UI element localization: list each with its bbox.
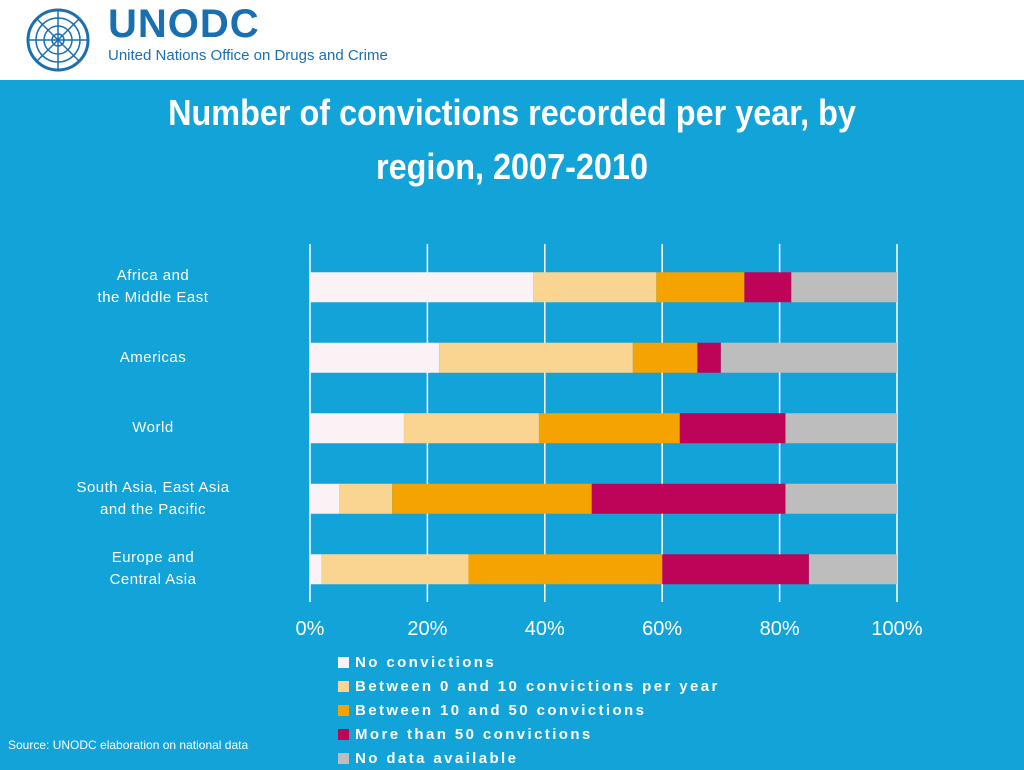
category-label: South Asia, East Asia and the Pacific <box>8 477 298 521</box>
legend-item: No convictions <box>338 650 720 674</box>
category-label: World <box>8 417 298 439</box>
category-label-line: Central Asia <box>109 571 197 589</box>
legend: No convictions Between 0 and 10 convictio… <box>338 650 720 770</box>
bar-segment <box>310 483 340 514</box>
bar-segment <box>468 554 663 585</box>
bar-segment <box>310 342 440 373</box>
x-tick-label: 60% <box>642 618 682 640</box>
legend-label: No data available <box>355 749 519 767</box>
source-note: Source: UNODC elaboration on national da… <box>8 738 249 752</box>
bar-segment <box>785 413 897 444</box>
bar-segment <box>339 483 393 514</box>
chart-title-line2: region, 2007-2010 <box>376 146 648 187</box>
legend-swatch <box>338 656 349 668</box>
category-label: Africa and the Middle East <box>8 265 298 309</box>
bar-segment <box>785 483 897 514</box>
x-tick-label: 80% <box>760 618 800 640</box>
header-bar: UNODC United Nations Office on Drugs and… <box>0 0 1024 80</box>
category-label-line: and the Pacific <box>100 500 206 518</box>
legend-item: Between 0 and 10 convictions per year <box>338 674 720 698</box>
bar-segment <box>533 272 657 303</box>
category-label: Europe and Central Asia <box>8 547 298 591</box>
bar-segment <box>310 554 322 585</box>
legend-label: No convictions <box>355 653 497 671</box>
bar-segment <box>791 272 897 303</box>
bar-segment <box>392 483 592 514</box>
category-label: Americas <box>8 347 298 369</box>
chart-title: Number of convictions recorded per year,… <box>152 86 872 194</box>
bar-segment <box>679 413 786 444</box>
x-tick-label: 40% <box>525 618 565 640</box>
legend-label: Between 0 and 10 convictions per year <box>355 677 720 695</box>
un-emblem-icon <box>26 8 90 72</box>
chart-title-line1: Number of convictions recorded per year,… <box>168 92 856 133</box>
category-label-line: Americas <box>119 348 187 366</box>
legend-swatch <box>338 704 349 716</box>
category-label-line: the Middle East <box>97 289 209 307</box>
bar-segment <box>403 413 539 444</box>
x-tick-label: 20% <box>407 618 447 640</box>
legend-swatch <box>338 752 349 764</box>
legend-item: No data available <box>338 746 720 770</box>
bar-segment <box>744 272 792 303</box>
chart-plot: 0% 20% 40% 60% 80% 100% <box>296 244 923 640</box>
bar-segment <box>310 413 404 444</box>
bar-segment <box>591 483 786 514</box>
bar-segment <box>538 413 680 444</box>
legend-item: More than 50 convictions <box>338 722 720 746</box>
legend-swatch <box>338 680 349 692</box>
legend-label: Between 10 and 50 convictions <box>355 701 647 719</box>
category-label-line: World <box>132 419 174 437</box>
x-tick-label: 0% <box>296 618 325 640</box>
bar-segment <box>632 342 698 373</box>
legend-item: Between 10 and 50 convictions <box>338 698 720 722</box>
x-tick-label: 100% <box>871 618 922 640</box>
bar-segment <box>697 342 721 373</box>
bar-segment <box>310 272 534 303</box>
bar-segment <box>439 342 633 373</box>
bar-segment <box>808 554 897 585</box>
org-name: UNODC <box>108 2 260 46</box>
legend-swatch <box>338 728 349 740</box>
category-label-line: South Asia, East Asia <box>76 478 230 496</box>
bar-segment <box>720 342 897 373</box>
org-full-name: United Nations Office on Drugs and Crime <box>108 47 388 64</box>
bar-segment <box>662 554 809 585</box>
bar-segment <box>321 554 469 585</box>
stacked-bar-chart: 0% 20% 40% 60% 80% 100% Africa and the Middle … <box>0 230 1024 640</box>
category-label-line: Europe and <box>111 549 195 567</box>
bar-segment <box>656 272 745 303</box>
category-label-line: Africa and <box>116 267 190 285</box>
legend-label: More than 50 convictions <box>355 725 593 743</box>
